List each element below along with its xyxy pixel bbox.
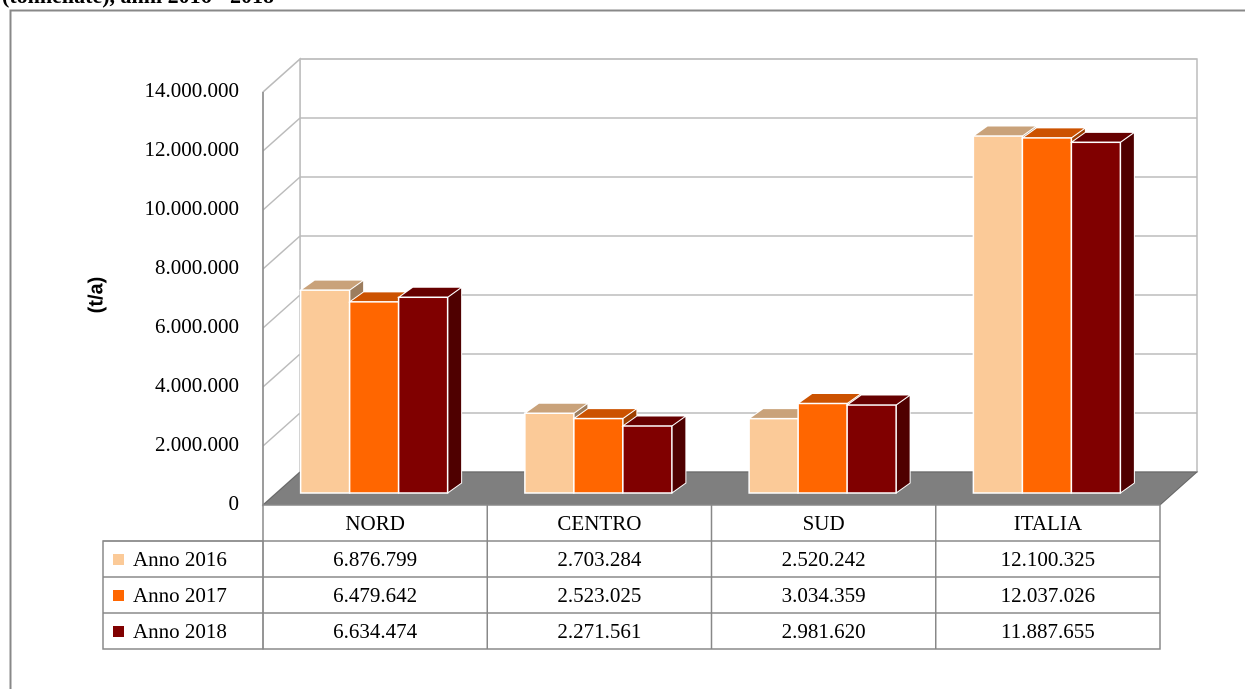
data-label: 6.876.799 <box>333 547 417 571</box>
bar-front <box>846 404 897 494</box>
bar <box>1069 131 1136 494</box>
x-tick-label: NORD <box>345 511 405 535</box>
legend-swatch <box>113 554 124 565</box>
data-label: 6.634.474 <box>333 619 418 643</box>
y-tick-label: 12.000.000 <box>145 137 240 161</box>
data-label: 6.479.642 <box>333 583 417 607</box>
bar-front <box>348 301 400 494</box>
y-tick-label: 14.000.000 <box>145 78 240 102</box>
data-label: 12.037.026 <box>1001 583 1096 607</box>
bar-front <box>397 296 449 494</box>
y-tick-label: 0 <box>229 491 240 515</box>
legend-label: Anno 2018 <box>133 619 227 643</box>
bar-front <box>299 289 351 494</box>
bar-front <box>748 417 799 494</box>
data-label: 2.981.620 <box>782 619 866 643</box>
grid-line-side <box>262 353 301 388</box>
bar-front <box>524 412 575 494</box>
y-tick-label: 8.000.000 <box>155 255 239 279</box>
data-label: 11.887.655 <box>1001 619 1095 643</box>
y-axis-label: (t/a) <box>85 277 107 314</box>
side-wall <box>262 57 301 507</box>
grid-line-side <box>262 117 301 152</box>
bar-front <box>1021 137 1073 494</box>
data-label: 2.520.242 <box>782 547 866 571</box>
data-table: NORD CENTRO SUD ITALIA Anno 2016 6.876.799 2.7… <box>102 504 1161 650</box>
data-label: 12.100.325 <box>1001 547 1096 571</box>
bar-front <box>972 135 1024 494</box>
bar <box>621 415 688 494</box>
y-tick-label: 10.000.000 <box>145 196 240 220</box>
grid-line <box>262 117 1197 152</box>
frame <box>9 9 1245 689</box>
bar-side <box>895 394 911 494</box>
bar <box>845 394 912 494</box>
legend-swatch <box>113 590 124 601</box>
chart-title: (tonnellate), anni 2016 - 2018 <box>2 0 274 8</box>
legend-label: Anno 2017 <box>133 583 227 607</box>
grid-line-side <box>262 176 301 211</box>
grid-line-side <box>262 294 301 329</box>
legend-label: Anno 2016 <box>133 547 227 571</box>
data-label: 2.271.561 <box>557 619 641 643</box>
x-tick-label: CENTRO <box>557 511 641 535</box>
data-label: 2.523.025 <box>557 583 641 607</box>
bar-front <box>797 402 848 494</box>
grid-line-side <box>262 58 301 93</box>
bar-side <box>671 415 687 494</box>
bar-front <box>622 425 673 494</box>
x-tick-label: SUD <box>803 511 845 535</box>
x-tick-label: ITALIA <box>1014 511 1083 535</box>
y-tick-label: 4.000.000 <box>155 373 239 397</box>
bar-front <box>573 417 624 494</box>
data-label: 2.703.284 <box>557 547 642 571</box>
y-tick-label: 6.000.000 <box>155 314 239 338</box>
bar-side <box>1119 131 1135 494</box>
grid-line-side <box>262 235 301 270</box>
grid-line <box>262 58 1197 93</box>
bar-front <box>1070 141 1122 494</box>
legend-swatch <box>113 626 124 637</box>
bar-side <box>447 286 463 494</box>
bar <box>397 286 464 494</box>
y-tick-label: 2.000.000 <box>155 432 239 456</box>
grid-line-side <box>262 412 301 447</box>
data-label: 3.034.359 <box>782 583 866 607</box>
